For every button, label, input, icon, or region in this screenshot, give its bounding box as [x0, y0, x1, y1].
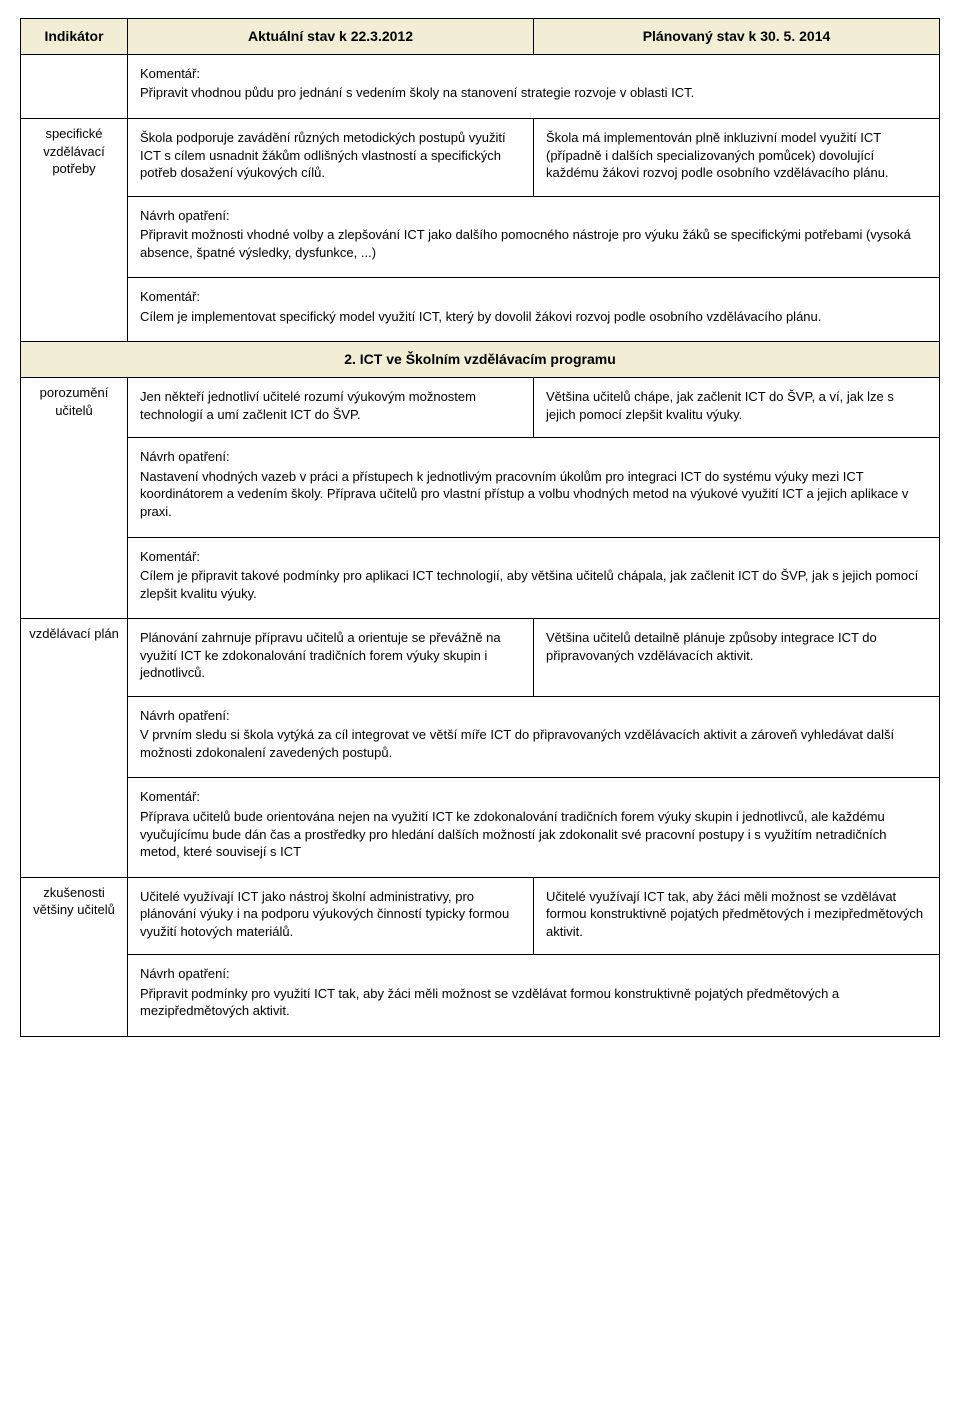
navrh-cell-specificke: Návrh opatření: Připravit možnosti vhodn… [128, 196, 940, 278]
main-table: Indikátor Aktuální stav k 22.3.2012 Plán… [20, 18, 940, 1037]
header-indikator: Indikátor [21, 19, 128, 55]
side-label-specificke: specifické vzdělávací potřeby [21, 118, 128, 341]
navrh-label: Návrh opatření: [140, 707, 927, 725]
table-row: Návrh opatření: V prvním sledu si škola … [21, 696, 940, 778]
navrh-cell-zkusenosti: Návrh opatření: Připravit podmínky pro v… [128, 955, 940, 1037]
navrh-text-plan: V prvním sledu si škola vytýká za cíl in… [140, 726, 927, 761]
navrh-label: Návrh opatření: [140, 448, 927, 466]
navrh-label: Návrh opatření: [140, 965, 927, 983]
section-header-row: 2. ICT ve Školním vzdělávacím programu [21, 342, 940, 378]
komentar-cell-plan: Komentář: Příprava učitelů bude orientov… [128, 778, 940, 877]
navrh-text-porozumeni: Nastavení vhodných vazeb v práci a příst… [140, 468, 927, 521]
navrh-text-zkusenosti: Připravit podmínky pro využití ICT tak, … [140, 985, 927, 1020]
intro-comment-text: Připravit vhodnou půdu pro jednání s ved… [140, 84, 927, 102]
side-label-porozumeni: porozumění učitelů [21, 378, 128, 619]
komentar-label: Komentář: [140, 65, 927, 83]
navrh-cell-plan: Návrh opatření: V prvním sledu si škola … [128, 696, 940, 778]
table-row: zkušenosti většiny učitelů Učitelé využí… [21, 877, 940, 955]
table-row: Komentář: Cílem je implementovat specifi… [21, 278, 940, 342]
right-text-plan: Většina učitelů detailně plánuje způsoby… [534, 619, 940, 697]
table-row: Návrh opatření: Připravit možnosti vhodn… [21, 196, 940, 278]
navrh-cell-porozumeni: Návrh opatření: Nastavení vhodných vazeb… [128, 438, 940, 537]
komentar-label: Komentář: [140, 288, 927, 306]
komentar-text-specificke: Cílem je implementovat specifický model … [140, 308, 927, 326]
header-aktualni: Aktuální stav k 22.3.2012 [128, 19, 534, 55]
table-row: Komentář: Připravit vhodnou půdu pro jed… [21, 54, 940, 118]
table-row: porozumění učitelů Jen někteří jednotliv… [21, 378, 940, 438]
left-text-porozumeni: Jen někteří jednotliví učitelé rozumí vý… [128, 378, 534, 438]
side-label-zkusenosti: zkušenosti většiny učitelů [21, 877, 128, 1036]
side-label-plan: vzdělávací plán [21, 619, 128, 877]
side-label-empty [21, 54, 128, 118]
header-planovany: Plánovaný stav k 30. 5. 2014 [534, 19, 940, 55]
table-row: Komentář: Cílem je připravit takové podm… [21, 537, 940, 619]
table-row: vzdělávací plán Plánování zahrnuje přípr… [21, 619, 940, 697]
komentar-label: Komentář: [140, 548, 927, 566]
right-text-zkusenosti: Učitelé využívají ICT tak, aby žáci měli… [534, 877, 940, 955]
navrh-label: Návrh opatření: [140, 207, 927, 225]
right-text-porozumeni: Většina učitelů chápe, jak začlenit ICT … [534, 378, 940, 438]
navrh-text-specificke: Připravit možnosti vhodné volby a zlepšo… [140, 226, 927, 261]
left-text-zkusenosti: Učitelé využívají ICT jako nástroj školn… [128, 877, 534, 955]
komentar-cell-specificke: Komentář: Cílem je implementovat specifi… [128, 278, 940, 342]
komentar-label: Komentář: [140, 788, 927, 806]
right-text-specificke: Škola má implementován plně inkluzivní m… [534, 118, 940, 196]
komentar-cell-porozumeni: Komentář: Cílem je připravit takové podm… [128, 537, 940, 619]
intro-comment-cell: Komentář: Připravit vhodnou půdu pro jed… [128, 54, 940, 118]
table-row: Návrh opatření: Připravit podmínky pro v… [21, 955, 940, 1037]
left-text-plan: Plánování zahrnuje přípravu učitelů a or… [128, 619, 534, 697]
table-row: specifické vzdělávací potřeby Škola podp… [21, 118, 940, 196]
table-header-row: Indikátor Aktuální stav k 22.3.2012 Plán… [21, 19, 940, 55]
komentar-text-porozumeni: Cílem je připravit takové podmínky pro a… [140, 567, 927, 602]
table-row: Komentář: Příprava učitelů bude orientov… [21, 778, 940, 877]
left-text-specificke: Škola podporuje zavádění různých metodic… [128, 118, 534, 196]
page: Indikátor Aktuální stav k 22.3.2012 Plán… [0, 0, 960, 1055]
section2-title: 2. ICT ve Školním vzdělávacím programu [21, 342, 940, 378]
table-row: Návrh opatření: Nastavení vhodných vazeb… [21, 438, 940, 537]
komentar-text-plan: Příprava učitelů bude orientována nejen … [140, 808, 927, 861]
